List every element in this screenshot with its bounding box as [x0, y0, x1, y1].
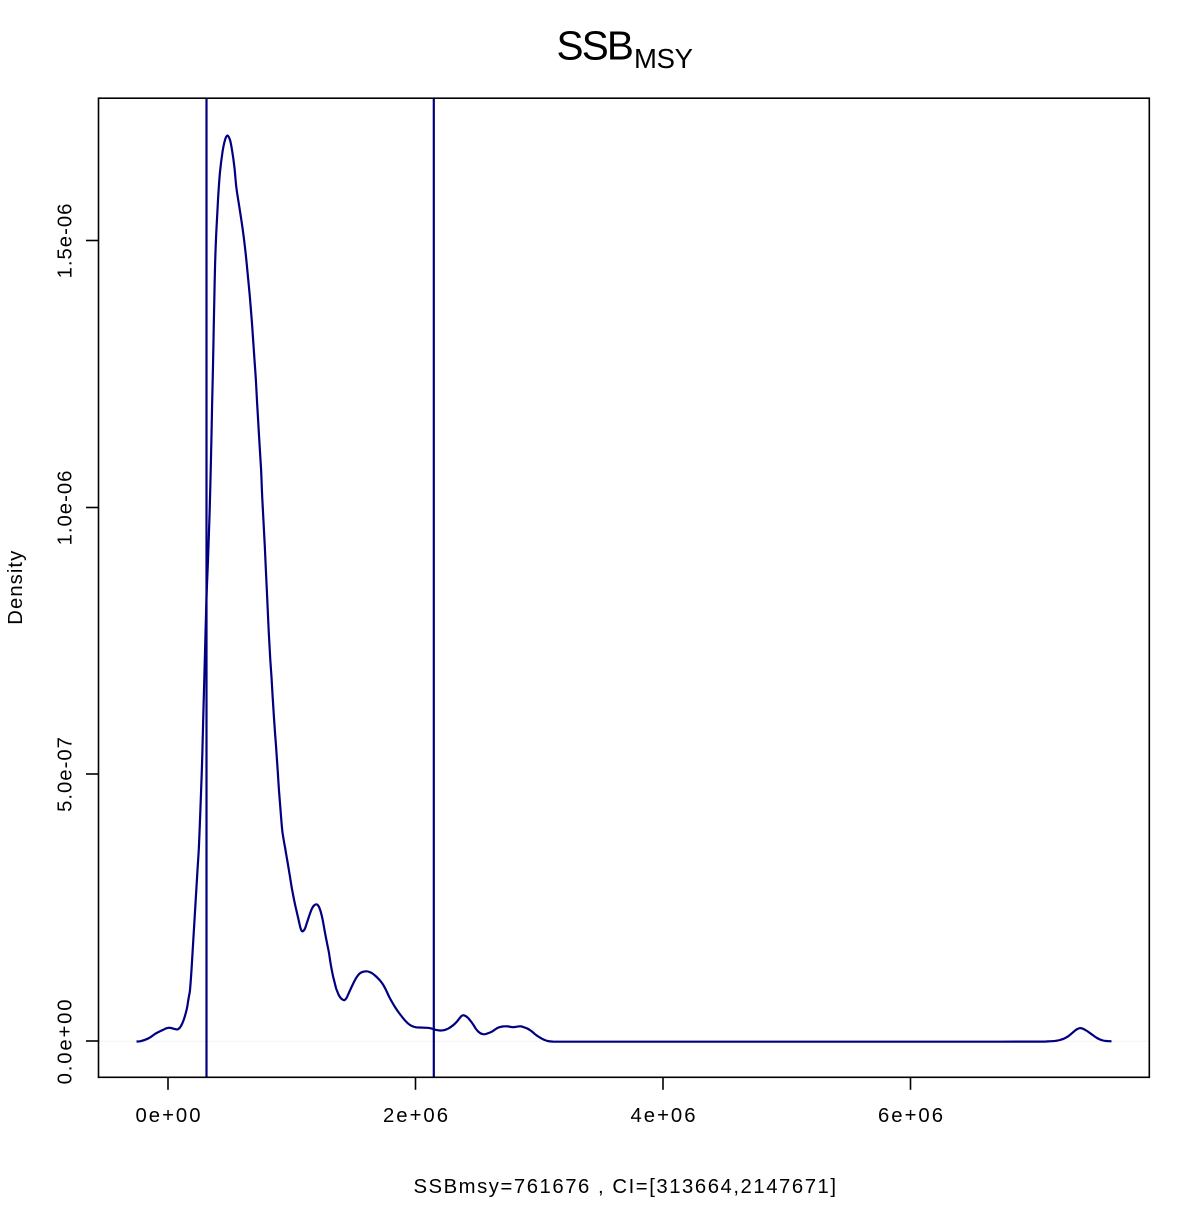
svg-text:5.0e-07: 5.0e-07 [54, 736, 76, 812]
svg-text:1.0e-06: 1.0e-06 [54, 470, 76, 546]
svg-text:SSBmsy=761676 , CI=[313664,214: SSBmsy=761676 , CI=[313664,2147671] [413, 1176, 837, 1198]
svg-text:0.0e+00: 0.0e+00 [54, 998, 76, 1085]
svg-text:0e+00: 0e+00 [136, 1105, 203, 1127]
svg-text:4e+06: 4e+06 [631, 1105, 698, 1127]
svg-text:2e+06: 2e+06 [383, 1105, 450, 1127]
svg-text:MSY: MSY [634, 43, 693, 74]
svg-text:6e+06: 6e+06 [878, 1105, 945, 1127]
svg-text:1.5e-06: 1.5e-06 [54, 203, 76, 279]
svg-text:SSB: SSB [557, 22, 633, 68]
svg-text:Density: Density [5, 550, 27, 625]
